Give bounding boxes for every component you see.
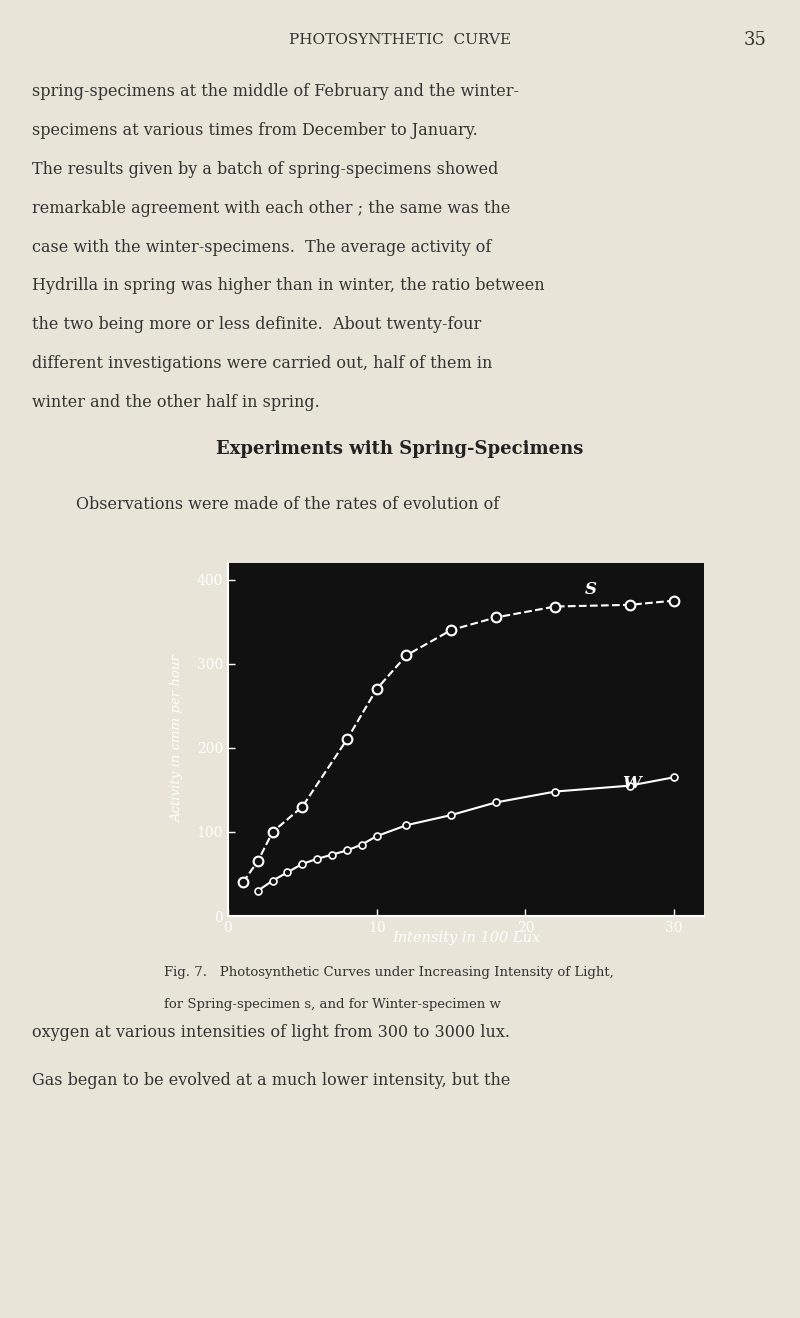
Text: winter and the other half in spring.: winter and the other half in spring. [32,394,320,411]
Text: for Spring-specimen s, and for Winter-specimen w: for Spring-specimen s, and for Winter-sp… [165,998,502,1011]
Text: Observations were made of the rates of evolution of: Observations were made of the rates of e… [76,497,499,513]
Text: Gas began to be evolved at a much lower intensity, but the: Gas began to be evolved at a much lower … [32,1072,510,1089]
Text: specimens at various times from December to January.: specimens at various times from December… [32,123,478,140]
Text: Hydrilla in spring was higher than in winter, the ratio between: Hydrilla in spring was higher than in wi… [32,277,545,294]
Text: Fig. 7.   Photosynthetic Curves under Increasing Intensity of Light,: Fig. 7. Photosynthetic Curves under Incr… [165,966,614,979]
Text: spring-specimens at the middle of February and the winter-: spring-specimens at the middle of Februa… [32,83,519,100]
Text: different investigations were carried out, half of them in: different investigations were carried ou… [32,355,492,372]
Text: W: W [622,775,641,792]
Text: S: S [585,581,597,598]
Text: The results given by a batch of spring-specimens showed: The results given by a batch of spring-s… [32,161,498,178]
Text: PHOTOSYNTHETIC  CURVE: PHOTOSYNTHETIC CURVE [289,33,511,46]
Text: remarkable agreement with each other ; the same was the: remarkable agreement with each other ; t… [32,200,510,217]
Text: the two being more or less definite.  About twenty-four: the two being more or less definite. Abo… [32,316,482,333]
Text: oxygen at various intensities of light from 300 to 3000 lux.: oxygen at various intensities of light f… [32,1024,510,1041]
Text: 35: 35 [744,30,767,49]
Text: case with the winter-specimens.  The average activity of: case with the winter-specimens. The aver… [32,239,491,256]
Text: Activity in cmm per hour: Activity in cmm per hour [171,655,185,824]
Text: Experiments with Spring-Specimens: Experiments with Spring-Specimens [216,440,584,459]
Text: Intensity in 100 Lux: Intensity in 100 Lux [392,931,540,945]
